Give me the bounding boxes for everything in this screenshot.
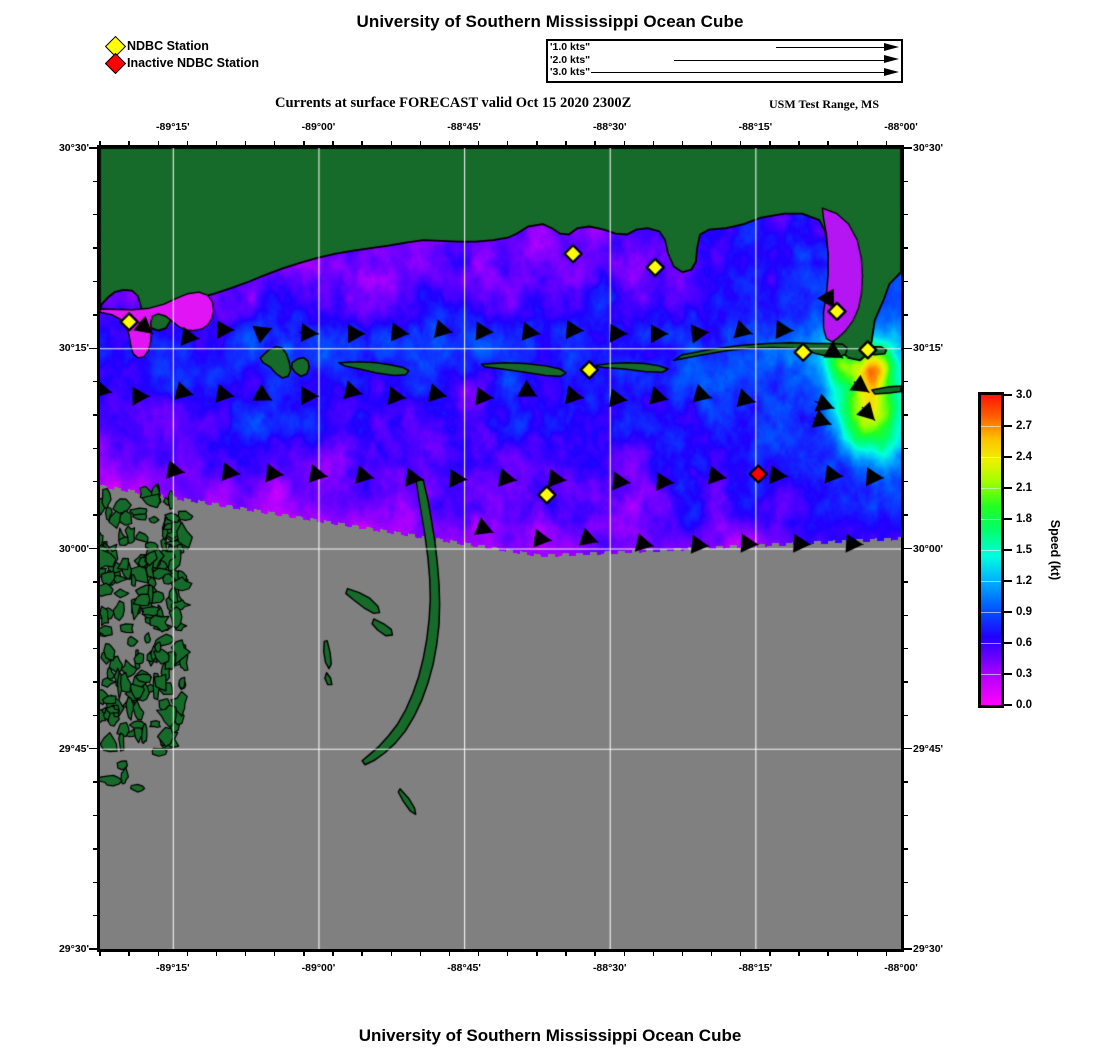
vector-arrowhead-1 — [884, 42, 899, 51]
lat-axis-label-left: 30°00' — [58, 542, 89, 555]
colorbar-gridline — [981, 612, 1001, 613]
vector-shaft-1 — [776, 47, 884, 48]
colorbar-gridline — [981, 426, 1001, 427]
colorbar-group: Speed (kt) 3.0 2.7 2.4 2.1 1.8 1.5 1.2 0.9 0.6 0.… — [978, 389, 1062, 711]
lat-axis-label-right: 29°30' — [913, 943, 944, 955]
colorbar-tick — [1004, 673, 1012, 675]
vector-arrowhead-3 — [884, 67, 899, 76]
colorbar-gridline — [981, 550, 1001, 551]
current-speed-field[interactable] — [100, 148, 901, 949]
colorbar-tick-label: 0.9 — [1016, 606, 1032, 618]
colorbar-tick-label: 0.0 — [1016, 699, 1032, 711]
colorbar-tick — [1004, 642, 1012, 644]
lat-axis-label-left: 29°30' — [58, 943, 89, 955]
vector-shaft-3 — [584, 72, 884, 74]
vector-shaft-2 — [674, 59, 884, 61]
colorbar-gridline — [981, 674, 1001, 675]
lat-axis-label-left: 30°15' — [58, 342, 89, 355]
footer-title: University of Southern Mississippi Ocean… — [358, 1026, 742, 1045]
lat-axis-label-left: 30°30' — [58, 142, 89, 154]
legend-label-active: NDBC Station — [127, 39, 209, 54]
colorbar-gridline — [981, 457, 1001, 458]
lon-axis-label-bottom: -88°15' — [738, 962, 773, 974]
colorbar-title: Speed (kt) — [1048, 519, 1062, 581]
colorbar-tick-label: 1.2 — [1016, 575, 1032, 587]
lon-axis-label-bottom: -89°00' — [301, 962, 336, 974]
lat-axis-label-right: 30°30' — [913, 142, 944, 154]
colorbar-tick-label: 0.6 — [1016, 637, 1032, 649]
vector-scale-legend: '1.0 kts" '2.0 kts" '3.0 kts" — [546, 39, 903, 83]
lat-axis-label-right: 30°00' — [913, 542, 944, 555]
colorbar-tick-label: 0.3 — [1016, 668, 1032, 680]
lon-axis-label-top: -88°15' — [738, 121, 773, 133]
legend-label-inactive: Inactive NDBC Station — [127, 56, 259, 71]
lon-axis-label-top: -88°00' — [884, 121, 918, 133]
lon-axis-label-top: -88°30' — [592, 121, 627, 133]
colorbar-gridline — [981, 519, 1001, 520]
colorbar-tick — [1004, 394, 1012, 396]
colorbar-gradient — [978, 392, 1004, 708]
station-legend: NDBC Station Inactive NDBC Station — [104, 35, 348, 75]
vector-scale-row-2: '2.0 kts" — [548, 53, 901, 67]
red-diamond-icon — [104, 52, 127, 75]
lon-axis-label-bottom: -88°45' — [447, 962, 481, 974]
region-label: USM Test Range, MS — [769, 97, 880, 111]
legend-item-inactive-ndbc-station: Inactive NDBC Station — [104, 52, 348, 75]
lon-axis-label-top: -89°15' — [156, 121, 190, 133]
lon-axis-label-top: -88°45' — [447, 121, 481, 133]
colorbar-tick — [1004, 456, 1012, 458]
colorbar-tick-label: 2.4 — [1016, 451, 1032, 463]
lat-axis-label-right: 30°15' — [913, 342, 944, 355]
colorbar-tick — [1004, 425, 1012, 427]
lat-axis-label-left: 29°45' — [58, 742, 89, 755]
lon-axis-label-bottom: -89°15' — [156, 962, 190, 974]
forecast-subtitle: Currents at surface FORECAST valid Oct 1… — [275, 95, 632, 111]
lat-axis-label-right: 29°45' — [913, 742, 944, 755]
colorbar-gridline — [981, 581, 1001, 582]
colorbar-tick — [1004, 549, 1012, 551]
colorbar-gridline — [981, 643, 1001, 644]
vector-scale-label-2: '2.0 kts" — [550, 53, 592, 66]
colorbar-tick — [1004, 487, 1012, 489]
lon-axis-label-bottom: -88°00' — [884, 962, 918, 974]
colorbar-gridline — [981, 488, 1001, 489]
vector-arrowhead-2 — [884, 55, 899, 64]
colorbar-tick — [1004, 580, 1012, 582]
colorbar-tick-label: 3.0 — [1016, 389, 1032, 401]
lon-axis-label-top: -89°00' — [301, 121, 336, 133]
vector-scale-row-1: '1.0 kts" — [548, 41, 901, 54]
vector-scale-row-3: '3.0 kts" — [548, 66, 901, 79]
colorbar-tick-label: 2.1 — [1016, 482, 1032, 494]
map-plot-area[interactable] — [97, 145, 904, 952]
colorbar-tick — [1004, 611, 1012, 613]
colorbar-tick-label: 1.8 — [1016, 513, 1032, 525]
colorbar-tick-label: 1.5 — [1016, 544, 1032, 556]
vector-scale-label-1: '1.0 kts" — [550, 41, 592, 53]
vector-scale-label-3: '3.0 kts" — [550, 66, 592, 79]
page-title: University of Southern Mississippi Ocean… — [356, 12, 744, 31]
legend-item-ndbc-station: NDBC Station — [104, 35, 348, 58]
colorbar-tick — [1004, 704, 1012, 706]
colorbar-tick — [1004, 518, 1012, 520]
colorbar-tick-label: 2.7 — [1016, 420, 1032, 432]
lon-axis-label-bottom: -88°30' — [592, 962, 627, 974]
